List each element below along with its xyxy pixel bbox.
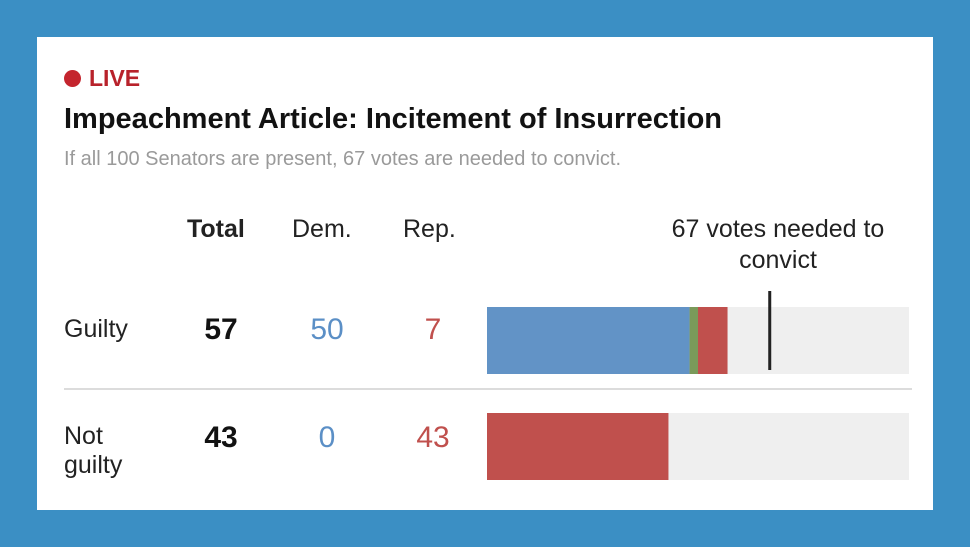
column-header-dem: Dem. <box>292 215 352 243</box>
row-label-not-guilty: Not guilty <box>64 422 123 479</box>
not-guilty-rep: 43 <box>416 421 450 454</box>
guilty-total: 57 <box>204 313 238 346</box>
not-guilty-dem: 0 <box>318 421 336 454</box>
live-indicator: LIVE <box>64 65 140 92</box>
bar-guilty-ind <box>689 307 698 374</box>
page-title: Impeachment Article: Incitement of Insur… <box>64 103 722 135</box>
vote-bars-chart <box>487 291 909 480</box>
row-divider <box>64 388 912 390</box>
bar-not-guilty-rep <box>487 413 669 480</box>
live-label: LIVE <box>89 65 141 91</box>
page-subtitle: If all 100 Senators are present, 67 vote… <box>64 148 622 170</box>
not-guilty-total: 43 <box>204 421 238 454</box>
row-label-guilty: Guilty <box>64 315 128 343</box>
threshold-note: 67 votes needed to convict <box>671 215 885 274</box>
live-dot-icon <box>64 70 81 87</box>
column-header-rep: Rep. <box>403 215 456 243</box>
bar-guilty-dem <box>487 307 690 374</box>
guilty-rep: 7 <box>424 313 442 346</box>
bar-guilty-rep <box>698 307 728 374</box>
guilty-dem: 50 <box>310 313 344 346</box>
results-card: LIVE Impeachment Article: Incitement of … <box>37 37 933 510</box>
column-header-total: Total <box>187 215 245 243</box>
